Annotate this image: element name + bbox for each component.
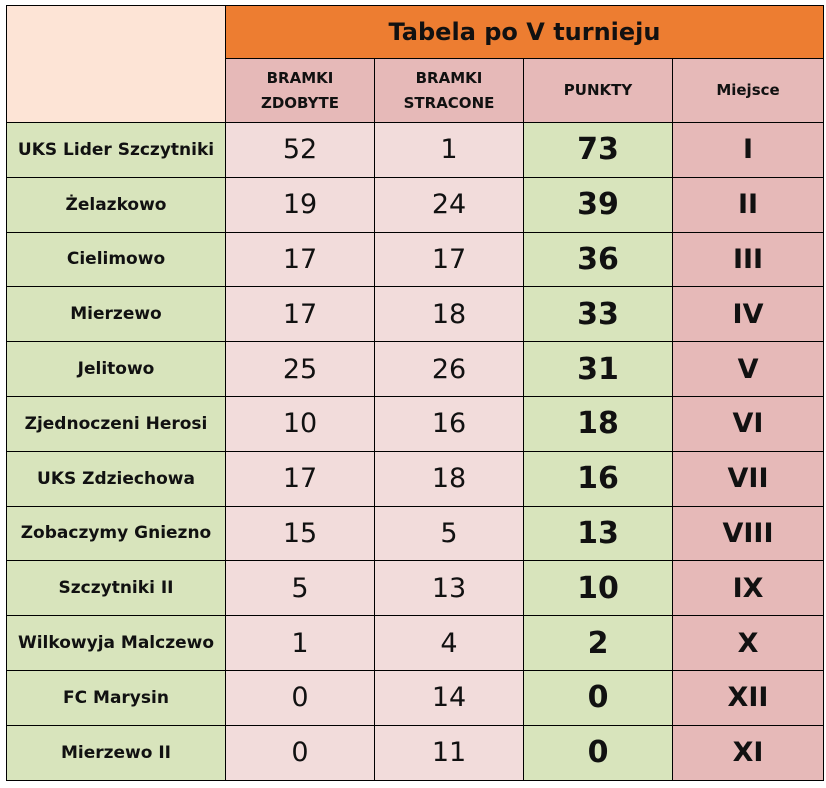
team-name-cell: Mierzewo II <box>6 724 226 781</box>
table-row: Zobaczymy Gniezno 15 5 13 VIII <box>6 505 825 562</box>
place-cell: XII <box>671 669 825 726</box>
team-name-cell: Szczytniki II <box>6 560 226 617</box>
team-name-cell: UKS Lider Szczytniki <box>6 122 226 178</box>
place-cell: VI <box>671 395 825 452</box>
points-cell: 39 <box>523 176 673 233</box>
points-cell: 33 <box>523 286 673 343</box>
table-row: FC Marysin 0 14 0 XII <box>6 669 825 726</box>
place-cell: XI <box>671 724 825 781</box>
goals-conceded-cell: 16 <box>374 395 524 452</box>
points-cell: 0 <box>523 724 673 781</box>
points-cell: 2 <box>523 615 673 671</box>
table-row: Jelitowo 25 26 31 V <box>6 341 825 397</box>
table-row: UKS Zdziechowa 17 18 16 VII <box>6 450 825 507</box>
place-cell: I <box>671 122 825 178</box>
goals-conceded-cell: 4 <box>374 615 524 671</box>
goals-conceded-cell: 11 <box>374 724 524 781</box>
goals-scored-cell: 0 <box>225 724 375 781</box>
corner-cell <box>6 5 226 123</box>
goals-conceded-cell: 26 <box>374 341 524 397</box>
goals-conceded-cell: 18 <box>374 286 524 343</box>
points-cell: 0 <box>523 669 673 726</box>
team-name-cell: Jelitowo <box>6 341 226 397</box>
header-goals-conceded-line1: BRAMKI <box>415 68 483 87</box>
place-cell: V <box>671 341 825 397</box>
team-name-cell: Wilkowyja Malczewo <box>6 615 226 671</box>
team-name-cell: Cielimowo <box>6 231 226 288</box>
header-goals-scored: BRAMKI ZDOBYTE <box>225 58 375 123</box>
goals-scored-cell: 0 <box>225 669 375 726</box>
place-cell: IX <box>671 560 825 617</box>
place-cell: VII <box>671 450 825 507</box>
points-cell: 13 <box>523 505 673 562</box>
goals-scored-cell: 17 <box>225 231 375 288</box>
goals-scored-cell: 15 <box>225 505 375 562</box>
header-goals-conceded: BRAMKI STRACONE <box>374 58 524 123</box>
team-name-cell: UKS Zdziechowa <box>6 450 226 507</box>
points-cell: 18 <box>523 395 673 452</box>
goals-scored-cell: 19 <box>225 176 375 233</box>
table-row: Mierzewo 17 18 33 IV <box>6 286 825 343</box>
place-cell: X <box>671 615 825 671</box>
points-cell: 73 <box>523 122 673 178</box>
table-row: Zjednoczeni Herosi 10 16 18 VI <box>6 395 825 452</box>
place-cell: II <box>671 176 825 233</box>
place-cell: III <box>671 231 825 288</box>
goals-conceded-cell: 18 <box>374 450 524 507</box>
goals-conceded-cell: 17 <box>374 231 524 288</box>
table-row: Cielimowo 17 17 36 III <box>6 231 825 288</box>
points-cell: 36 <box>523 231 673 288</box>
place-cell: VIII <box>671 505 825 562</box>
place-cell: IV <box>671 286 825 343</box>
standings-table: Tabela po V turnieju BRAMKI ZDOBYTE BRAM… <box>6 5 825 781</box>
header-points: PUNKTY <box>523 58 673 123</box>
team-name-cell: Mierzewo <box>6 286 226 343</box>
team-name-cell: FC Marysin <box>6 669 226 726</box>
points-cell: 31 <box>523 341 673 397</box>
goals-scored-cell: 52 <box>225 122 375 178</box>
goals-scored-cell: 17 <box>225 286 375 343</box>
points-cell: 10 <box>523 560 673 617</box>
table-row: Żelazkowo 19 24 39 II <box>6 176 825 233</box>
goals-conceded-cell: 24 <box>374 176 524 233</box>
team-name-cell: Żelazkowo <box>6 176 226 233</box>
team-name-cell: Zobaczymy Gniezno <box>6 505 226 562</box>
goals-scored-cell: 25 <box>225 341 375 397</box>
points-cell: 16 <box>523 450 673 507</box>
header-goals-scored-line1: BRAMKI <box>266 68 334 87</box>
goals-scored-cell: 5 <box>225 560 375 617</box>
header-goals-conceded-line2: STRACONE <box>403 93 495 112</box>
header-place: Miejsce <box>671 58 825 123</box>
goals-conceded-cell: 1 <box>374 122 524 178</box>
goals-conceded-cell: 13 <box>374 560 524 617</box>
goals-scored-cell: 17 <box>225 450 375 507</box>
table-row: UKS Lider Szczytniki 52 1 73 I <box>6 122 825 178</box>
team-name-cell: Zjednoczeni Herosi <box>6 395 226 452</box>
header-goals-scored-line2: ZDOBYTE <box>260 93 340 112</box>
table-row: Szczytniki II 5 13 10 IX <box>6 560 825 617</box>
goals-scored-cell: 1 <box>225 615 375 671</box>
goals-scored-cell: 10 <box>225 395 375 452</box>
table-title: Tabela po V turnieju <box>224 5 825 59</box>
table-row: Mierzewo II 0 11 0 XI <box>6 724 825 781</box>
table-row: Wilkowyja Malczewo 1 4 2 X <box>6 615 825 671</box>
goals-conceded-cell: 5 <box>374 505 524 562</box>
goals-conceded-cell: 14 <box>374 669 524 726</box>
